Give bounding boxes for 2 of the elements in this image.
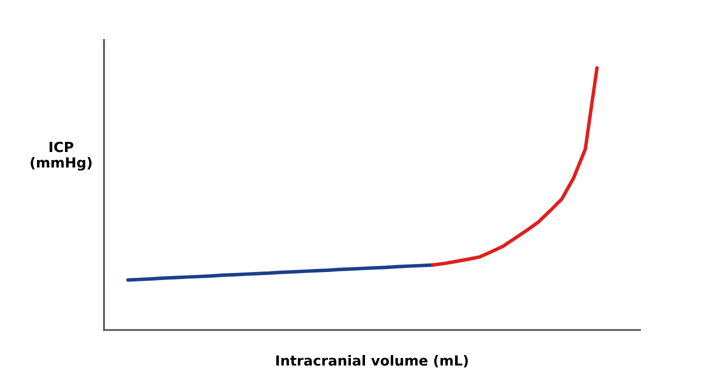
y-axis-title: ICP (mmHg) (30, 142, 92, 171)
x-axis-title: Intracranial volume (mL) (276, 355, 468, 368)
